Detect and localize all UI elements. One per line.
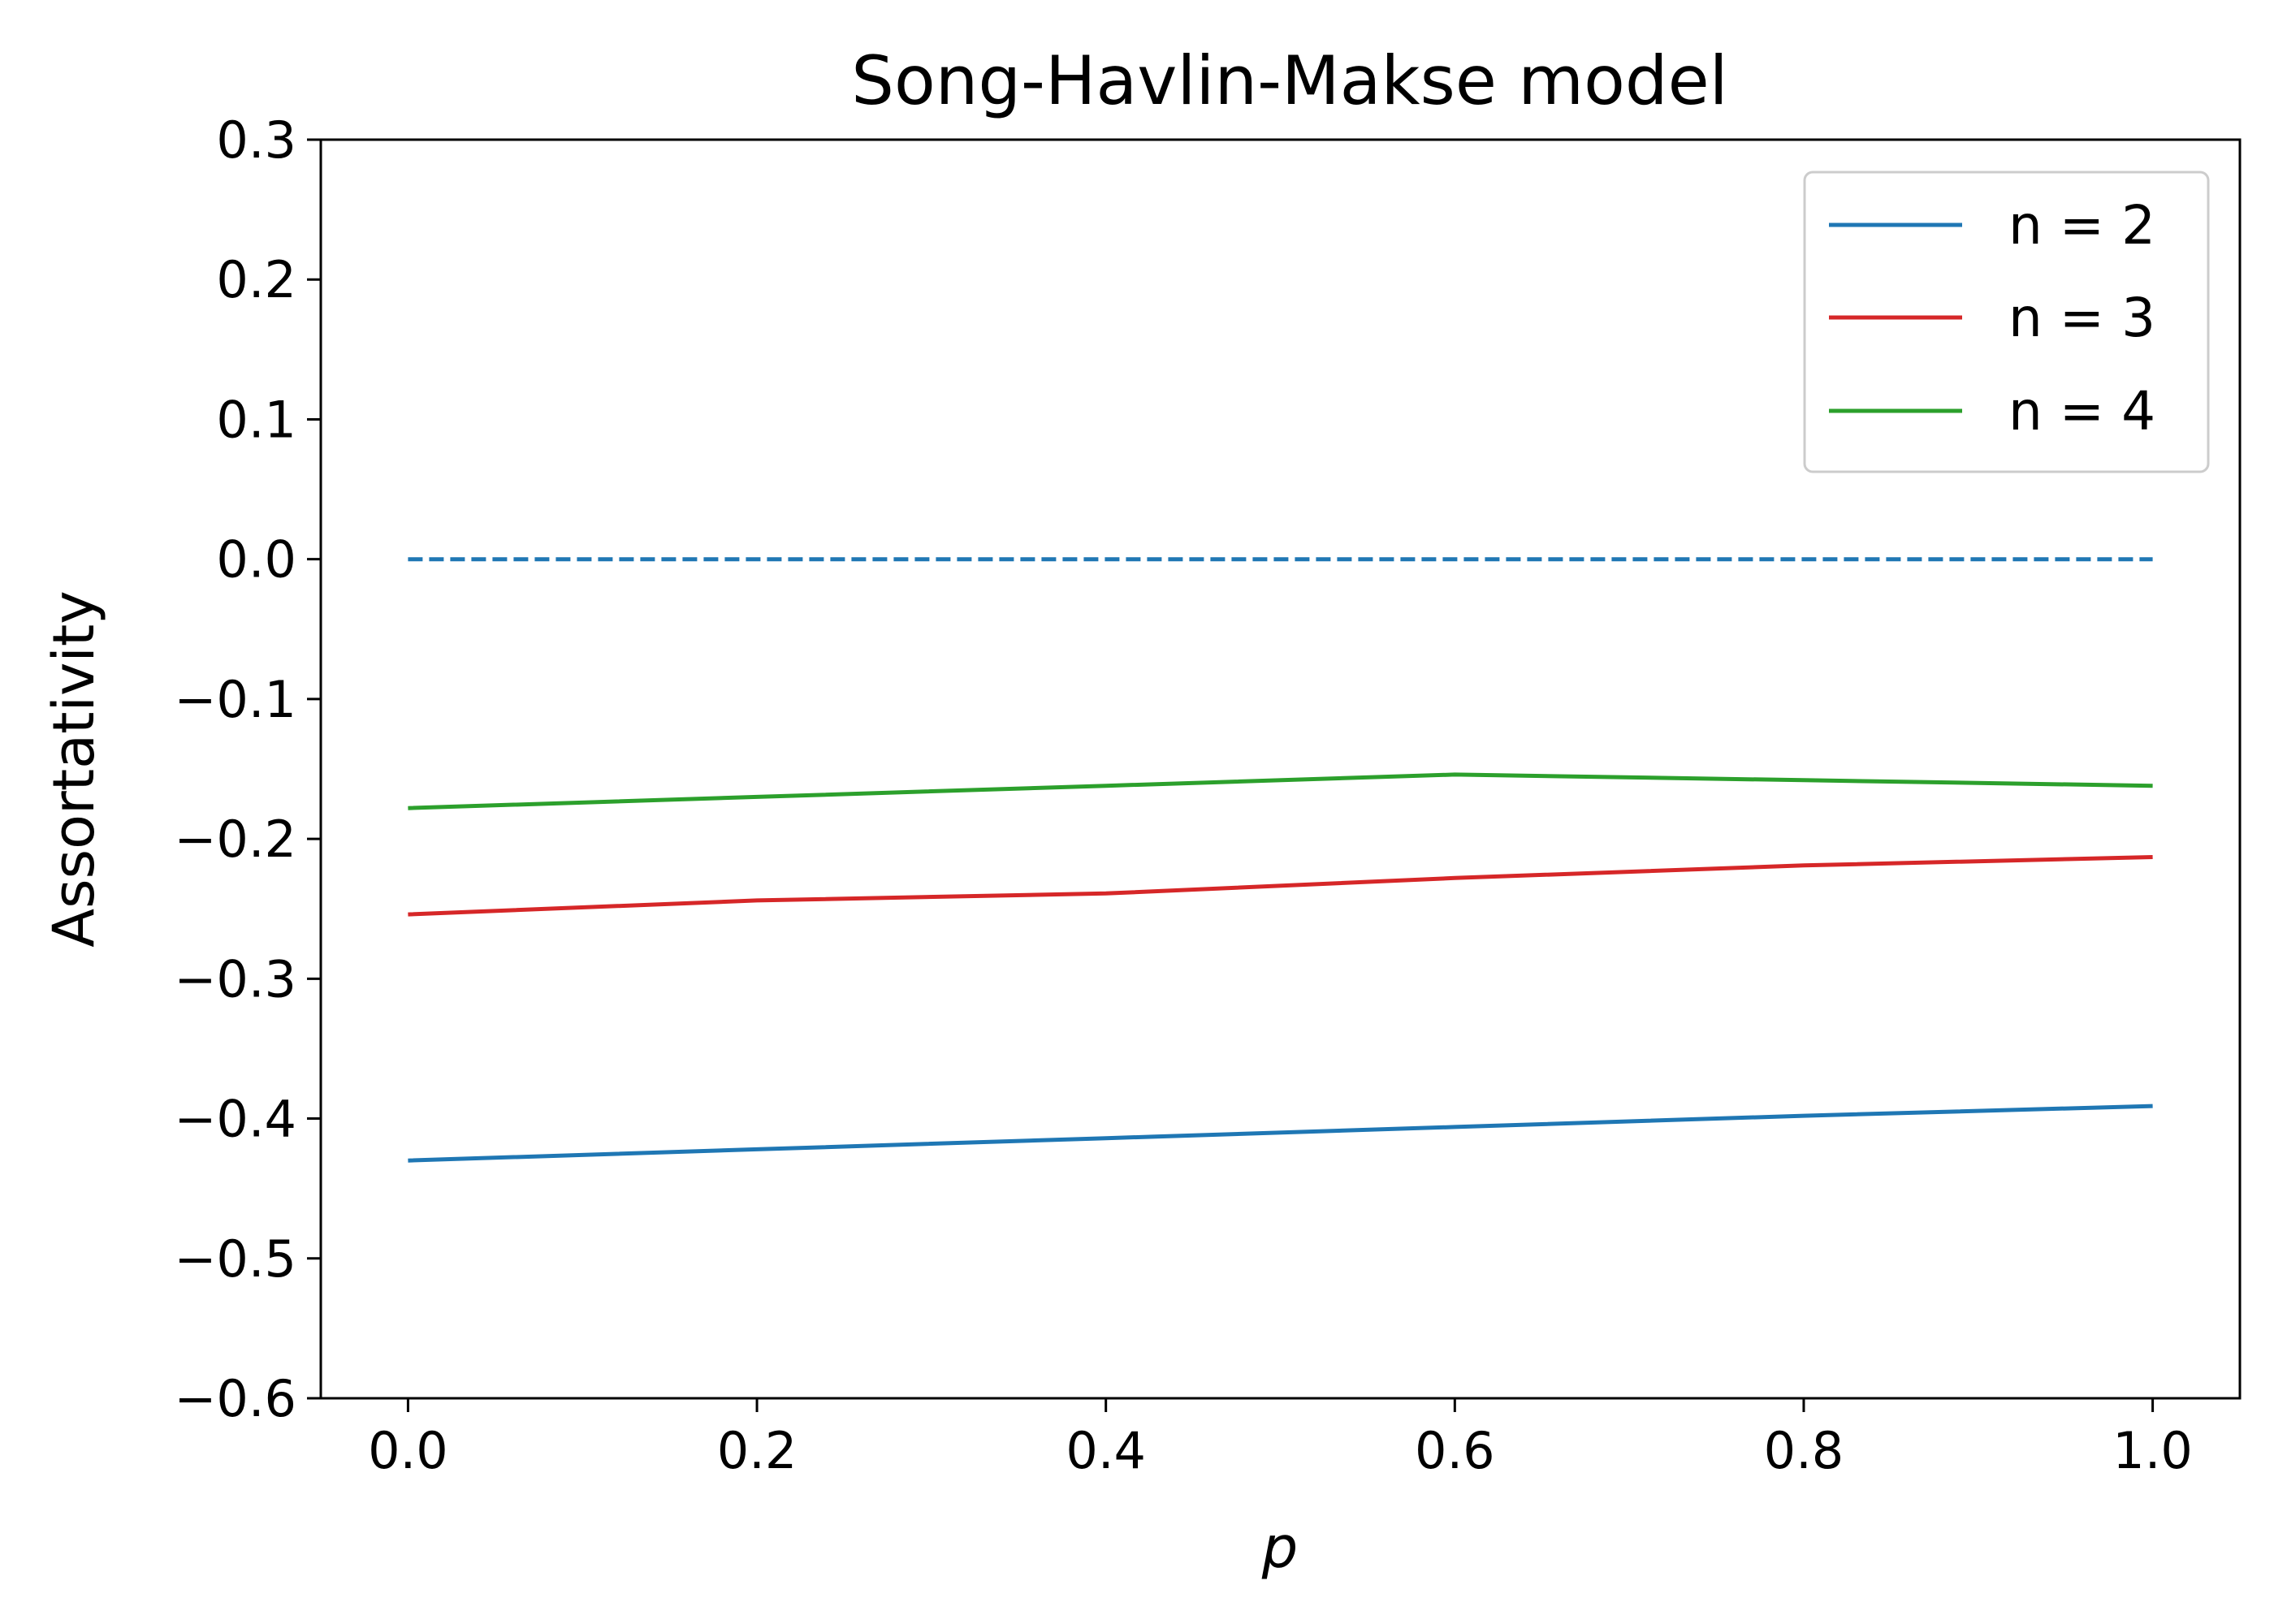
legend-label-n3: n = 3 — [2008, 287, 2155, 349]
x-tick-label: 0.2 — [717, 1421, 798, 1480]
legend: n = 2 n = 3 n = 4 — [1803, 171, 2210, 473]
x-tick-label: 0.8 — [1764, 1421, 1844, 1480]
x-axis-ticks: 0.0 0.2 0.4 0.6 0.8 1.0 — [368, 1398, 2193, 1480]
y-tick-label: −0.3 — [174, 949, 296, 1009]
y-tick-label: −0.6 — [174, 1369, 296, 1428]
series-layer — [408, 557, 2153, 1163]
chart-title: Song-Havlin-Makse model — [851, 41, 1727, 120]
series-line-n2 — [408, 1104, 2153, 1163]
legend-box — [1803, 171, 2210, 473]
x-axis-label: p — [1261, 1514, 1298, 1581]
x-tick-label: 0.4 — [1066, 1421, 1146, 1480]
y-tick-label: 0.2 — [216, 250, 296, 309]
x-tick-label: 0.6 — [1415, 1421, 1495, 1480]
y-axis-label: Assortativity — [41, 590, 107, 947]
y-tick-label: −0.1 — [174, 670, 296, 729]
x-tick-label: 0.0 — [368, 1421, 448, 1480]
plot-frame — [319, 138, 2242, 1400]
y-axis-ticks: 0.3 0.2 0.1 0.0 −0.1 −0.2 −0.3 −0.4 −0.5 −0.6 — [174, 110, 321, 1428]
y-tick-label: −0.4 — [174, 1090, 296, 1149]
series-line-n4 — [408, 772, 2153, 810]
y-tick-label: 0.0 — [216, 530, 296, 590]
legend-label-n4: n = 4 — [2008, 380, 2155, 443]
series-line-n3 — [408, 855, 2153, 917]
y-tick-label: −0.5 — [174, 1229, 296, 1289]
y-tick-label: 0.3 — [216, 110, 296, 170]
y-tick-label: −0.2 — [174, 810, 296, 869]
x-tick-label: 1.0 — [2112, 1421, 2193, 1480]
legend-label-n2: n = 2 — [2008, 194, 2155, 257]
y-tick-label: 0.1 — [216, 390, 296, 449]
